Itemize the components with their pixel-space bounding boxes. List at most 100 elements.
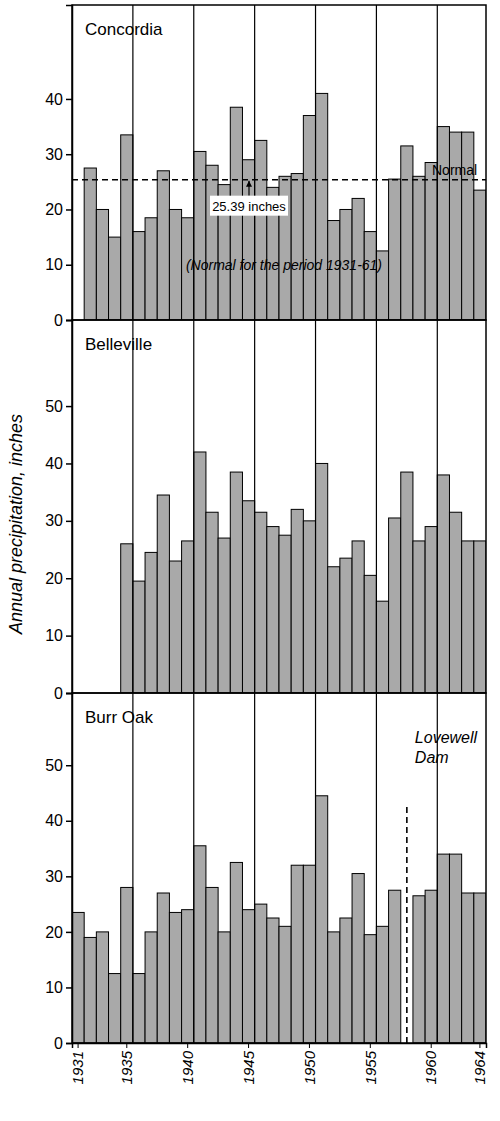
- bar: [425, 527, 437, 693]
- y-tick-label: 50: [45, 398, 63, 415]
- normal-label: Normal: [432, 162, 477, 178]
- y-tick-label: 30: [45, 146, 63, 163]
- x-tick-label: 1940: [179, 1050, 196, 1084]
- y-tick: 0: [54, 1035, 72, 1052]
- x-tick-mark: [431, 1043, 432, 1048]
- y-tick-mark: [66, 821, 72, 823]
- y-axis-line: [66, 321, 73, 694]
- bar: [133, 974, 145, 1043]
- bar: [206, 512, 218, 693]
- bar: [462, 893, 474, 1043]
- grid-line: [193, 693, 194, 1043]
- grid-line: [376, 693, 377, 1043]
- frame: [72, 320, 486, 693]
- y-tick-mark: [66, 635, 72, 637]
- y-tick-mark: [66, 1043, 72, 1045]
- bar: [169, 561, 181, 693]
- bar: [316, 463, 328, 693]
- panel-title: Burr Oak: [85, 708, 154, 727]
- bar: [121, 135, 133, 320]
- y-tick-label: 20: [45, 201, 63, 218]
- bar: [145, 218, 157, 320]
- x-tick: 1960: [422, 1043, 439, 1084]
- bar: [316, 796, 328, 1043]
- grid-line: [132, 693, 133, 1043]
- plot-area: [72, 693, 486, 1043]
- x-axis: 19311935194019451950195519601964: [69, 1043, 488, 1084]
- bar: [84, 168, 96, 320]
- x-tick-mark: [126, 1043, 127, 1048]
- bar: [462, 541, 474, 693]
- panel-title: Concordia: [85, 20, 163, 39]
- bar: [157, 495, 169, 693]
- y-tick: 20: [45, 201, 72, 218]
- bar: [194, 151, 206, 320]
- bar: [133, 232, 145, 320]
- y-tick: 30: [45, 868, 72, 885]
- x-tick: 1931: [69, 1043, 86, 1084]
- bar: [401, 472, 413, 693]
- bar: [376, 926, 388, 1043]
- bar: [182, 910, 194, 1043]
- bar: [425, 890, 437, 1043]
- bar: [437, 127, 449, 320]
- y-tick-label: 0: [54, 685, 63, 702]
- panel: 0102030405019311935194019451950195519601…: [45, 693, 488, 1084]
- bar: [169, 912, 181, 1043]
- bar: [279, 535, 291, 693]
- bar: [413, 541, 425, 693]
- bar: [303, 521, 315, 693]
- bar: [255, 512, 267, 693]
- grid-line: [254, 320, 255, 693]
- y-tick: 40: [45, 91, 72, 108]
- dam-label: Dam: [415, 749, 449, 766]
- plot-area: [72, 5, 486, 320]
- bar: [255, 140, 267, 320]
- y-tick-label: 40: [45, 455, 63, 472]
- y-tick-mark: [66, 578, 72, 580]
- y-tick-mark: [66, 932, 72, 934]
- bar: [425, 163, 437, 321]
- y-tick-mark: [66, 406, 72, 408]
- bar: [449, 512, 461, 693]
- bar: [218, 932, 230, 1043]
- x-tick-mark: [187, 1043, 188, 1048]
- bar: [230, 862, 242, 1043]
- y-tick-mark: [66, 765, 72, 767]
- y-axis: 010203040: [45, 6, 72, 329]
- bar: [474, 190, 486, 320]
- bar: [437, 854, 449, 1043]
- grid-line: [315, 5, 316, 320]
- y-tick-label: 20: [45, 924, 63, 941]
- grid-line: [376, 320, 377, 693]
- y-tick-label: 0: [54, 312, 63, 329]
- bar: [194, 846, 206, 1043]
- grid-line: [315, 693, 316, 1043]
- grid-line: [315, 320, 316, 693]
- y-tick-mark: [66, 521, 72, 523]
- bar: [413, 896, 425, 1043]
- plot-area: [121, 320, 486, 693]
- grid-line: [132, 5, 133, 320]
- bar: [303, 865, 315, 1043]
- bar: [279, 926, 291, 1043]
- y-tick-mark: [66, 987, 72, 989]
- y-axis-line: [66, 6, 73, 321]
- bar: [157, 893, 169, 1043]
- bar: [96, 209, 108, 320]
- y-tick-label: 40: [45, 812, 63, 829]
- frame: [72, 5, 486, 320]
- y-axis-title: Annual precipitation, inches: [6, 414, 26, 635]
- bar: [121, 544, 133, 693]
- y-tick: 20: [45, 570, 72, 587]
- panel-title: Belleville: [85, 335, 152, 354]
- y-tick: 40: [45, 812, 72, 829]
- bar: [242, 160, 254, 320]
- bar: [352, 874, 364, 1043]
- y-axis-line: [66, 694, 73, 1044]
- grid-line: [132, 320, 133, 693]
- grid-line: [254, 693, 255, 1043]
- y-tick-mark: [66, 876, 72, 878]
- normal-line: [72, 179, 486, 181]
- bar: [267, 918, 279, 1043]
